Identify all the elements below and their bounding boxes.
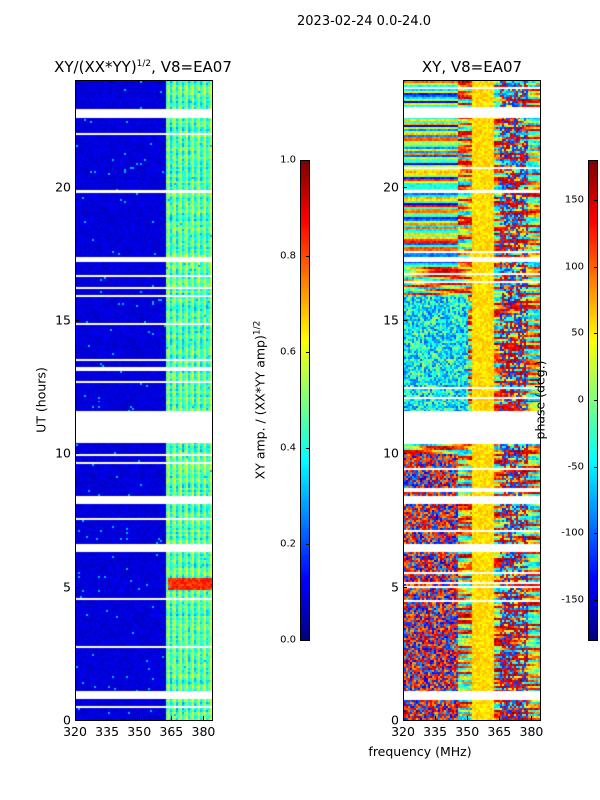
panel1-xtick-label: 320 (63, 724, 87, 739)
panel1-ytick-mark (75, 586, 79, 588)
colorbar2-tick-label: 50 (571, 327, 584, 339)
panel2-ytick-mark (403, 186, 407, 188)
panel2-xtick-mark (467, 716, 469, 720)
panel2-xtick-mark (435, 716, 437, 720)
panel1-xtick-mark (139, 716, 141, 720)
panel1-title-main: XY/(XX*YY) (54, 58, 137, 76)
shared-xlabel: frequency (MHz) (368, 744, 472, 759)
colorbar1-tick-mark (306, 448, 310, 449)
panel2-xtick-mark (499, 716, 501, 720)
colorbar2-tick-label: 150 (564, 194, 584, 206)
panel2-title: XY, V8=EA07 (421, 58, 523, 76)
colorbar2-tick-label: 0 (577, 394, 584, 406)
panel1-xtick-label: 335 (95, 724, 120, 739)
panel2-xtick-label: 380 (519, 724, 544, 739)
panel2-ytick-mark (403, 720, 407, 721)
colorbar1-tick-label: 1.0 (280, 154, 296, 166)
panel1-title-sup: 1/2 (136, 59, 152, 69)
panel1-title-rest: , V8=EA07 (151, 58, 232, 76)
colorbar2-label: phase (deg.) (532, 360, 548, 440)
colorbar1-tick-mark (306, 352, 310, 353)
colorbar2-tick-mark (594, 533, 598, 535)
panel1-ytick-label: 5 (63, 579, 71, 595)
colorbar1 (300, 160, 310, 641)
panel1-xtick-mark (107, 716, 109, 720)
colorbar1-label-sup: 1/2 (252, 320, 263, 336)
colorbar1-gradient (301, 161, 309, 640)
panel1-ytick-mark (75, 320, 79, 321)
panel1-xtick-label: 365 (159, 724, 184, 739)
panel2-xtick-mark (403, 716, 404, 720)
panel2-ytick-mark (403, 586, 407, 588)
colorbar2-tick-label: -100 (561, 527, 584, 539)
panel1-xtick-mark (171, 716, 173, 720)
colorbar1-tick-label: 0.2 (280, 538, 296, 550)
panel1-xtick-label: 350 (127, 724, 152, 739)
colorbar1-tick-label: 0.0 (280, 634, 296, 646)
panel1-title: XY/(XX*YY)1/2, V8=EA07 (54, 58, 232, 76)
colorbar2-tick-mark (594, 466, 598, 468)
colorbar2-tick-label: -150 (561, 594, 584, 606)
panel2-ytick-label: 0 (391, 712, 399, 728)
colorbar2-tick-mark (594, 200, 598, 201)
colorbar1-label-main: XY amp. / (XX*YY amp) (252, 335, 268, 480)
panel2-ytick-label: 5 (391, 579, 399, 595)
panel1-ytick-label: 20 (55, 179, 71, 195)
colorbar2-gradient (589, 161, 597, 640)
colorbar1-tick-label: 0.8 (280, 250, 296, 262)
colorbar2-tick-label: -50 (567, 461, 584, 473)
panel2-heatmap-cells (404, 81, 540, 720)
colorbar1-tick-label: 0.4 (280, 442, 296, 454)
colorbar1-tick-mark (306, 256, 310, 257)
colorbar2-tick-mark (594, 266, 598, 268)
panel1-ytick-label: 10 (55, 445, 71, 461)
colorbar2-tick-mark (594, 600, 598, 601)
colorbar2-tick-mark (594, 333, 598, 335)
panel2-ytick-mark (403, 453, 407, 455)
panel2-heatmap-axes (403, 80, 541, 721)
panel2-xtick-mark (531, 716, 533, 720)
panel2-ytick-label: 10 (383, 445, 399, 461)
panel1-xtick-mark (75, 716, 76, 720)
colorbar1-label: XY amp. / (XX*YY amp)1/2 (252, 321, 267, 480)
panel1-ytick-label: 0 (63, 712, 71, 728)
panel2-xtick-label: 365 (487, 724, 512, 739)
colorbar1-tick-label: 0.6 (280, 346, 296, 358)
panel2-ytick-label: 15 (383, 312, 399, 328)
panel1-ytick-mark (75, 186, 79, 188)
panel1-xtick-mark (203, 716, 205, 720)
colorbar2-tick-label: 100 (564, 261, 584, 273)
colorbar1-tick-mark (306, 640, 310, 641)
colorbar1-tick-mark (306, 160, 310, 161)
panel1-heatmap-cells (76, 81, 212, 720)
colorbar2-tick-mark (594, 400, 598, 401)
panel2-xtick-label: 320 (391, 724, 415, 739)
panel2-xtick-label: 335 (423, 724, 448, 739)
panel1-ytick-label: 15 (55, 312, 71, 328)
figure-suptitle: 2023-02-24 0.0-24.0 (297, 14, 431, 29)
panel1-xtick-label: 380 (191, 724, 216, 739)
panel1-ylabel: UT (hours) (33, 367, 49, 433)
panel1-ytick-mark (75, 720, 79, 721)
colorbar1-tick-mark (306, 544, 310, 545)
panel2-ytick-label: 20 (383, 179, 399, 195)
panel1-ytick-mark (75, 453, 79, 455)
panel2-ytick-mark (403, 320, 407, 321)
panel2-xtick-label: 350 (455, 724, 480, 739)
panel1-heatmap-axes (75, 80, 213, 721)
